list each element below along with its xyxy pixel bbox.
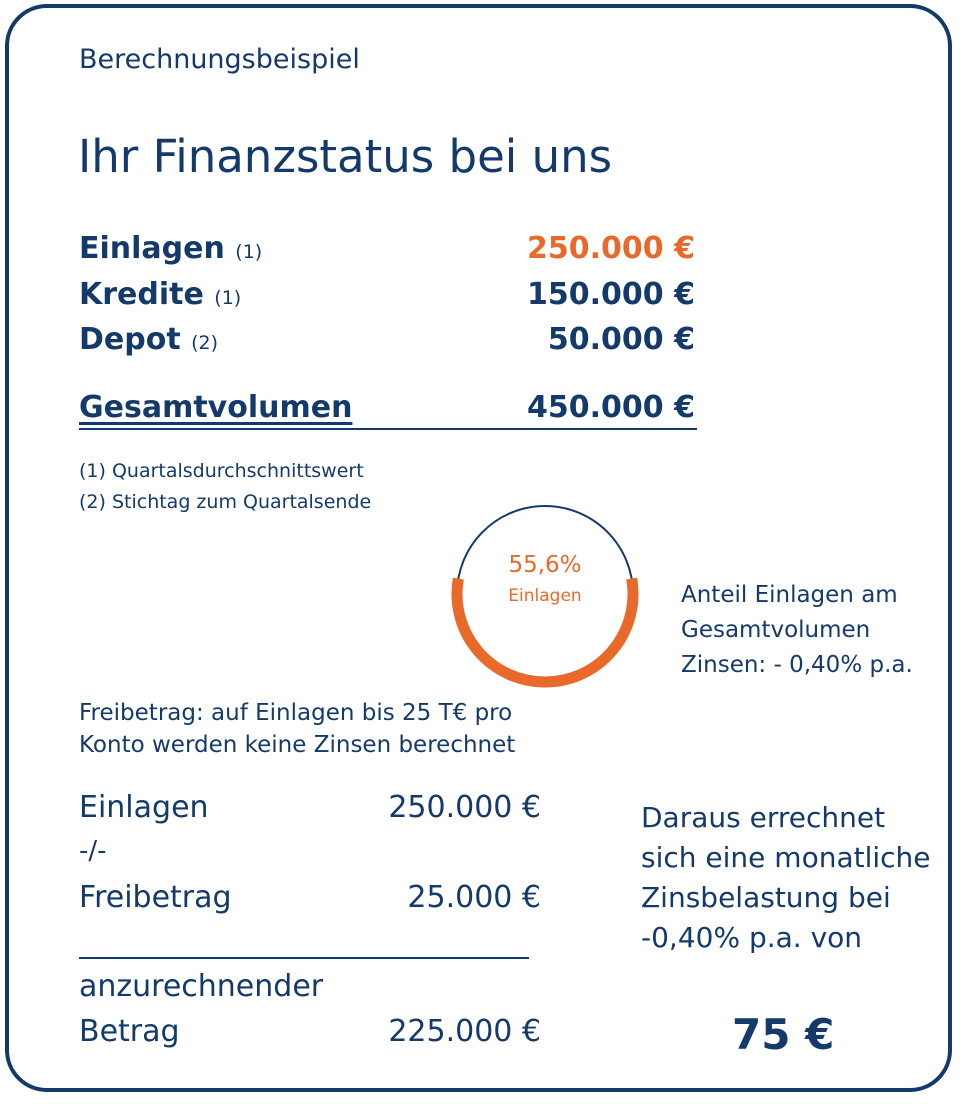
calc-result-label-2: Betrag xyxy=(79,1014,180,1049)
total-label: Gesamtvolumen xyxy=(79,390,353,425)
row-einlagen-name: Einlagen xyxy=(79,231,225,266)
row-depot-value: 50.000 € xyxy=(547,322,695,357)
calc-einlagen-value: 250.000 € xyxy=(388,790,541,825)
row-kredite-name: Kredite xyxy=(79,277,204,312)
calc-result-value: 225.000 € xyxy=(388,1014,541,1049)
calc-freibetrag-value: 25.000 € xyxy=(407,880,541,915)
footnote-2: (2) Stichtag zum Quartalsende xyxy=(79,491,372,513)
row-einlagen-value: 250.000 € xyxy=(527,231,695,266)
monthly-interest-value: 75 € xyxy=(732,1010,835,1059)
calc-divider xyxy=(79,957,529,959)
result-text-4: -0,40% p.a. von xyxy=(641,921,863,954)
info-card xyxy=(5,4,952,1092)
result-text-2: sich eine monatliche xyxy=(641,841,931,874)
total-value: 450.000 € xyxy=(527,390,695,425)
eyebrow-label: Berechnungsbeispiel xyxy=(79,44,360,75)
freibetrag-text-1: Freibetrag: auf Einlagen bis 25 T€ pro xyxy=(79,700,513,726)
calc-result-label-1: anzurechnender xyxy=(79,969,324,1004)
deposit-share-ring xyxy=(451,505,639,688)
calc-minus: -/- xyxy=(79,836,107,866)
footnote-1: (1) Quartalsdurchschnittswert xyxy=(79,460,364,482)
result-text-1: Daraus errechnet xyxy=(641,801,886,834)
row-einlagen-label: Einlagen (1) xyxy=(79,231,262,266)
row-depot-note: (2) xyxy=(191,332,219,354)
calc-einlagen-label: Einlagen xyxy=(79,790,209,825)
row-depot-label: Depot (2) xyxy=(79,322,218,357)
row-kredite-value: 150.000 € xyxy=(527,277,695,312)
share-text-1: Anteil Einlagen am xyxy=(681,582,898,608)
row-einlagen-note: (1) xyxy=(235,241,263,263)
row-kredite-label: Kredite (1) xyxy=(79,277,241,312)
result-text-3: Zinsbelastung bei xyxy=(641,881,891,914)
calc-freibetrag-label: Freibetrag xyxy=(79,880,232,915)
share-text-2: Gesamtvolumen xyxy=(681,617,871,643)
page-title: Ihr Finanzstatus bei uns xyxy=(78,130,613,183)
freibetrag-text-2: Konto werden keine Zinsen berechnet xyxy=(79,732,516,758)
row-kredite-note: (1) xyxy=(214,287,242,309)
ring-label: Einlagen xyxy=(508,586,582,606)
row-depot-name: Depot xyxy=(79,322,181,357)
share-text-3: Zinsen: - 0,40% p.a. xyxy=(681,652,913,678)
ring-percent: 55,6% xyxy=(508,552,582,578)
total-divider xyxy=(79,428,697,430)
ring-progress-arc xyxy=(451,577,639,688)
